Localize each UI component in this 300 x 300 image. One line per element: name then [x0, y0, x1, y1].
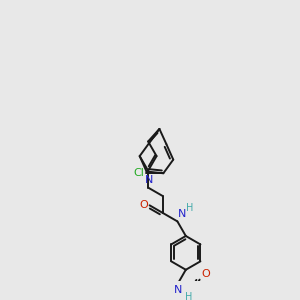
Text: H: H — [186, 203, 193, 213]
Text: N: N — [145, 176, 153, 185]
Text: H: H — [185, 292, 192, 300]
Text: O: O — [139, 200, 148, 210]
Text: N: N — [174, 285, 182, 295]
Text: Cl: Cl — [134, 168, 145, 178]
Text: O: O — [202, 269, 210, 279]
Text: N: N — [178, 208, 187, 218]
